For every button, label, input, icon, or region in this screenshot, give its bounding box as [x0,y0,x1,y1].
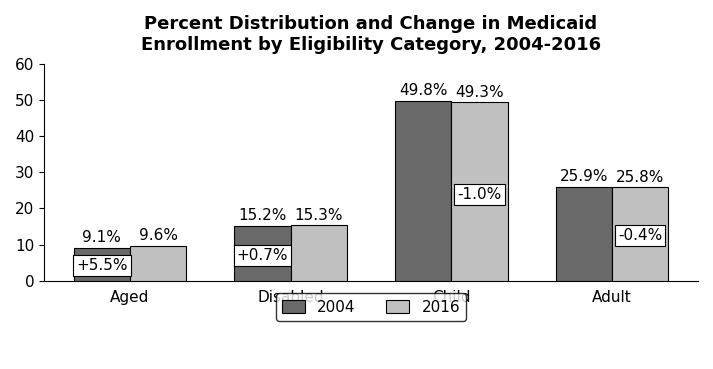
Bar [130,246,186,281]
Bar [74,248,130,281]
Text: 25.9%: 25.9% [560,169,608,184]
Text: +0.7%: +0.7% [237,248,288,263]
Text: 9.6%: 9.6% [138,228,178,244]
Text: 25.8%: 25.8% [616,170,665,185]
Bar [451,102,508,281]
Text: 49.3%: 49.3% [455,85,504,100]
Text: 15.3%: 15.3% [294,208,343,223]
Text: 49.8%: 49.8% [399,83,448,98]
Bar [291,225,347,281]
Text: +5.5%: +5.5% [76,258,128,273]
Text: -1.0%: -1.0% [457,187,502,202]
Legend: 2004, 2016: 2004, 2016 [276,293,466,321]
Text: 15.2%: 15.2% [238,208,287,223]
Bar [556,187,612,281]
Title: Percent Distribution and Change in Medicaid
Enrollment by Eligibility Category, : Percent Distribution and Change in Medic… [141,15,601,54]
Text: 9.1%: 9.1% [83,230,121,245]
Bar [235,226,291,281]
Bar [395,101,451,281]
Bar [612,187,668,281]
Text: -0.4%: -0.4% [618,228,662,243]
